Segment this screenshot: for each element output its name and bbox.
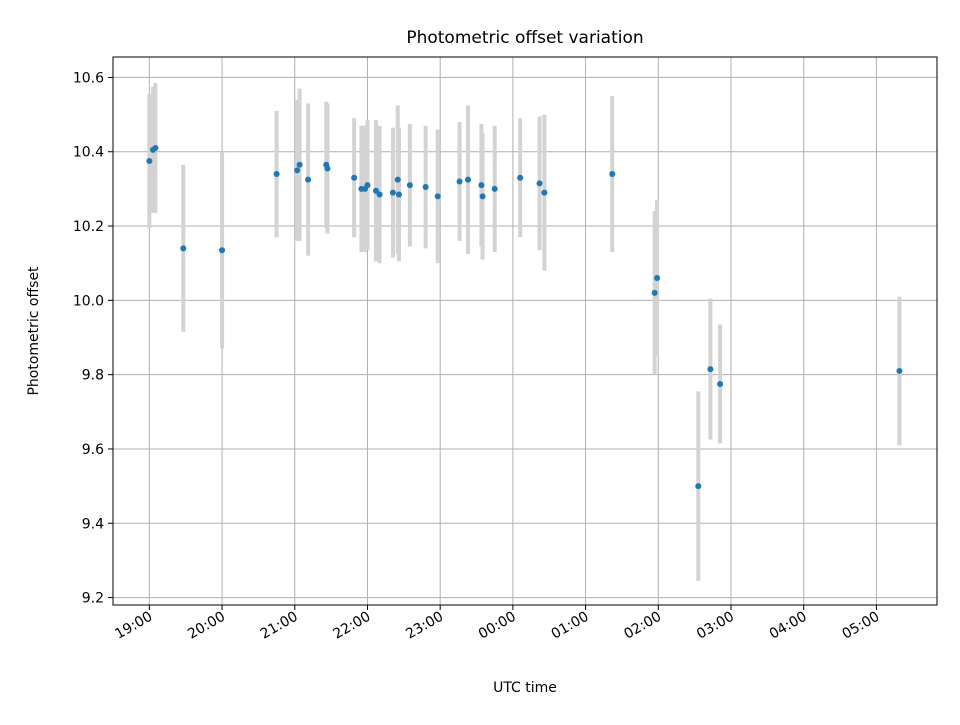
data-point [395, 191, 402, 198]
data-point [465, 176, 472, 183]
grid-layer [113, 57, 937, 605]
data-point [389, 189, 396, 196]
data-point [422, 184, 429, 191]
data-point [152, 145, 159, 152]
data-point [541, 189, 548, 196]
point-layer [146, 145, 903, 490]
y-tick-label: 9.8 [82, 368, 104, 384]
data-point [695, 483, 702, 490]
y-tick-label: 10.6 [73, 70, 104, 86]
data-point [434, 193, 441, 200]
y-tick-label: 10.4 [73, 145, 104, 161]
chart-title: Photometric offset variation [406, 28, 643, 48]
data-point [364, 182, 371, 189]
data-point [406, 182, 413, 189]
plot-frame [112, 56, 938, 606]
data-point [219, 247, 226, 254]
y-tick-label: 10.2 [73, 219, 104, 235]
y-tick-label: 9.4 [82, 516, 104, 532]
data-point [491, 185, 498, 192]
x-axis-label: UTC time [493, 680, 557, 696]
y-tick-label: 10.0 [73, 293, 104, 309]
data-point [351, 174, 358, 181]
data-point [305, 176, 312, 183]
data-point [717, 380, 724, 387]
data-point [296, 161, 303, 168]
data-point [324, 165, 331, 172]
y-axis-label: Photometric offset [26, 266, 42, 396]
data-point [376, 191, 383, 198]
data-point [456, 178, 463, 185]
data-point [394, 176, 401, 183]
data-point [654, 275, 661, 282]
data-point [896, 367, 903, 374]
data-point [273, 171, 280, 178]
data-point [478, 182, 485, 189]
y-tick-label: 9.2 [82, 591, 104, 607]
data-point [294, 167, 301, 174]
data-point [707, 366, 714, 373]
data-point [146, 158, 153, 165]
data-point [536, 180, 543, 187]
data-point [479, 193, 486, 200]
data-point [372, 187, 379, 194]
data-point [609, 171, 616, 178]
data-point [651, 289, 658, 296]
data-point [180, 245, 187, 252]
y-tick-label: 9.6 [82, 442, 104, 458]
data-point [517, 174, 524, 181]
